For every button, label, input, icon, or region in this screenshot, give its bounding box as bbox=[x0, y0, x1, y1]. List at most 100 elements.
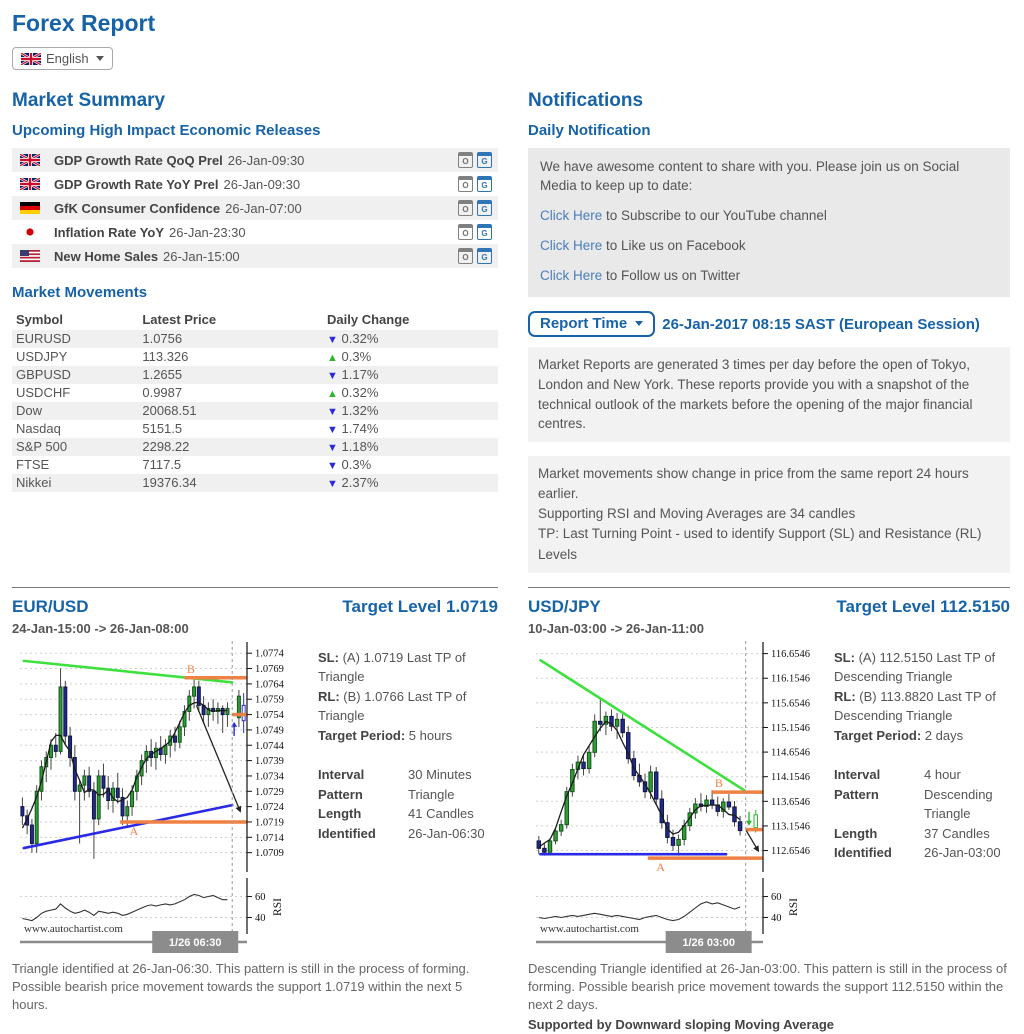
svg-text:1/26 03:00: 1/26 03:00 bbox=[682, 937, 735, 949]
click-here-link[interactable]: Click Here bbox=[540, 207, 603, 223]
detail-row: Pattern Descending Triangle bbox=[834, 786, 993, 822]
symbol: FTSE bbox=[16, 457, 50, 472]
notifications-column: Notifications Daily Notification We have… bbox=[528, 86, 1010, 573]
note-line: Supporting RSI and Moving Averages are 3… bbox=[538, 506, 856, 522]
click-here-link[interactable]: Click Here bbox=[540, 267, 603, 283]
svg-text:RSI: RSI bbox=[272, 898, 284, 916]
germany-flag-icon bbox=[20, 202, 40, 214]
latest-price: 2298.22 bbox=[142, 439, 190, 454]
symbol: S&P 500 bbox=[16, 439, 68, 454]
latest-price: 20068.51 bbox=[142, 403, 197, 418]
svg-text:113.1546: 113.1546 bbox=[771, 821, 810, 832]
svg-text:1.0724: 1.0724 bbox=[255, 802, 285, 813]
report-notes: Market movements show change in price fr… bbox=[528, 455, 1010, 573]
candlestick-chart-eurusd: B A 1.0774 1.0769 1.0764 1.0759 1.0754 1.0749 1.… bbox=[20, 640, 285, 953]
svg-text:1.0729: 1.0729 bbox=[255, 787, 284, 798]
uk-flag-icon bbox=[21, 52, 41, 65]
symbol: EURUSD bbox=[16, 331, 71, 346]
movement-row: FTSE 7117.5 ▼ 0.3% bbox=[12, 456, 498, 474]
svg-text:114.1546: 114.1546 bbox=[771, 772, 810, 783]
daily-change: 1.18% bbox=[341, 439, 379, 454]
outlook-calendar-icon[interactable]: O bbox=[458, 152, 473, 168]
caret-down-icon bbox=[635, 321, 644, 327]
movement-row: USDJPY 113.326 ▲ 0.3% bbox=[12, 348, 498, 366]
svg-text:1.0749: 1.0749 bbox=[255, 725, 284, 736]
pattern-summary: Triangle identified at 26-Jan-06:30. Thi… bbox=[12, 960, 470, 1013]
symbol: Nasdaq bbox=[16, 421, 61, 436]
svg-text:1.0739: 1.0739 bbox=[255, 756, 284, 767]
down-triangle-icon: ▼ bbox=[327, 406, 338, 418]
caret-down-icon bbox=[95, 56, 104, 61]
down-triangle-icon: ▼ bbox=[327, 478, 338, 490]
outlook-calendar-icon[interactable]: O bbox=[458, 200, 473, 216]
latest-price: 7117.5 bbox=[142, 457, 182, 472]
support-note: Supported by Downward sloping Moving Ave… bbox=[528, 1016, 835, 1032]
down-triangle-icon: ▼ bbox=[327, 370, 338, 382]
daily-change: 0.32% bbox=[341, 331, 379, 346]
svg-text:B: B bbox=[187, 662, 195, 676]
note-line: TP: Last Turning Point - used to identif… bbox=[538, 526, 982, 562]
release-time: 26-Jan-07:00 bbox=[225, 200, 302, 216]
symbol: USDJPY bbox=[16, 349, 68, 364]
symbol: USDCHF bbox=[16, 385, 71, 400]
google-calendar-icon[interactable]: G bbox=[477, 152, 492, 168]
latest-price: 5151.5 bbox=[142, 421, 183, 436]
svg-text:www.autochartist.com: www.autochartist.com bbox=[540, 923, 639, 935]
detail-row: Identified 26-Jan-06:30 bbox=[318, 825, 485, 841]
google-calendar-icon[interactable]: G bbox=[477, 200, 492, 216]
svg-text:1.0734: 1.0734 bbox=[255, 771, 285, 782]
market-summary-column: Market Summary Upcoming High Impact Econ… bbox=[12, 86, 498, 573]
release-time: 26-Jan-23:30 bbox=[169, 224, 246, 240]
daily-change: 0.3% bbox=[341, 457, 372, 472]
column-header: Symbol bbox=[16, 312, 63, 327]
note-line: Market movements show change in price fr… bbox=[538, 465, 969, 501]
up-triangle-icon: ▲ bbox=[327, 388, 338, 400]
detail-row: Pattern Triangle bbox=[318, 786, 455, 802]
target-level: Target Level 1.0719 bbox=[342, 596, 498, 616]
social-link-line: Click Here to Subscribe to our YouTube c… bbox=[540, 207, 827, 223]
svg-text:www.autochartist.com: www.autochartist.com bbox=[24, 923, 123, 935]
language-label: English bbox=[46, 51, 89, 66]
daily-change: 0.3% bbox=[341, 349, 372, 364]
svg-text:40: 40 bbox=[771, 913, 782, 924]
movement-row: S&P 500 2298.22 ▼ 1.18% bbox=[12, 438, 498, 456]
outlook-calendar-icon[interactable]: O bbox=[458, 248, 473, 264]
up-triangle-icon: ▲ bbox=[327, 352, 338, 364]
down-triangle-icon: ▼ bbox=[327, 334, 338, 346]
pattern-details: SL: (A) 112.5150 Last TP of Descending T… bbox=[834, 638, 1010, 956]
movements-title: Market Movements bbox=[12, 284, 148, 301]
japan-flag-icon bbox=[20, 226, 40, 238]
outlook-calendar-icon[interactable]: O bbox=[458, 224, 473, 240]
svg-text:1.0754: 1.0754 bbox=[255, 710, 285, 721]
movement-row: USDCHF 0.9987 ▲ 0.32% bbox=[12, 384, 498, 402]
google-calendar-icon[interactable]: G bbox=[477, 176, 492, 192]
click-here-link[interactable]: Click Here bbox=[540, 237, 603, 253]
svg-text:115.1546: 115.1546 bbox=[771, 723, 810, 734]
svg-text:40: 40 bbox=[255, 913, 266, 924]
release-time: 26-Jan-15:00 bbox=[163, 248, 240, 264]
svg-text:RSI: RSI bbox=[788, 898, 800, 916]
market-summary-title: Market Summary bbox=[12, 90, 166, 111]
svg-text:A: A bbox=[656, 860, 665, 874]
outlook-calendar-icon[interactable]: O bbox=[458, 176, 473, 192]
down-triangle-icon: ▼ bbox=[327, 424, 338, 436]
google-calendar-icon[interactable]: G bbox=[477, 248, 492, 264]
daily-change: 1.17% bbox=[341, 367, 379, 382]
latest-price: 0.9987 bbox=[142, 385, 183, 400]
report-time-value: 26-Jan-2017 08:15 SAST (European Session… bbox=[662, 315, 980, 333]
target-level: Target Level 112.5150 bbox=[836, 596, 1010, 616]
release-name: GDP Growth Rate YoY Prel bbox=[54, 176, 219, 192]
detail-row: Length 37 Candles bbox=[834, 825, 990, 841]
daily-change: 2.37% bbox=[341, 475, 379, 490]
svg-text:1.0769: 1.0769 bbox=[255, 664, 284, 675]
pattern-section-eurusd: EUR/USD Target Level 1.0719 24-Jan-15:00… bbox=[12, 586, 498, 1034]
report-time-dropdown[interactable]: Report Time bbox=[528, 311, 656, 338]
date-range: 10-Jan-03:00 -> 26-Jan-11:00 bbox=[528, 620, 704, 636]
release-row: Inflation Rate YoY 26-Jan-23:30 O G bbox=[12, 220, 498, 244]
google-calendar-icon[interactable]: G bbox=[477, 224, 492, 240]
date-range: 24-Jan-15:00 -> 26-Jan-08:00 bbox=[12, 620, 189, 636]
daily-change: 0.32% bbox=[341, 385, 379, 400]
notifications-title: Notifications bbox=[528, 90, 644, 111]
language-dropdown[interactable]: English bbox=[12, 47, 113, 70]
